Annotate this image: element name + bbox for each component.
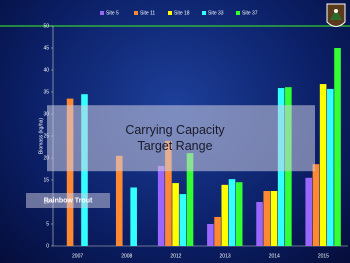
- bar: [179, 194, 187, 246]
- legend-label: Site 18: [174, 10, 190, 16]
- legend-label: Site 11: [140, 10, 155, 16]
- x-tick-label: 2014: [269, 253, 280, 259]
- bar: [305, 177, 313, 246]
- x-tick-label: 2013: [220, 253, 231, 259]
- x-tick-label: 2012: [170, 253, 181, 259]
- bar: [115, 155, 123, 246]
- target-band: [47, 105, 315, 172]
- y-tick-label: 0: [46, 243, 49, 249]
- legend-label: Site 37: [242, 10, 258, 16]
- y-tick-label: 5: [46, 221, 49, 227]
- annotation-box: [26, 193, 110, 208]
- bar: [235, 182, 243, 246]
- bar: [312, 164, 320, 246]
- bar: [157, 165, 165, 246]
- bar: [228, 179, 236, 246]
- legend-swatch: [202, 11, 206, 15]
- legend-swatch: [236, 11, 240, 15]
- bar: [172, 183, 179, 246]
- y-tick-label: 25: [43, 133, 49, 139]
- bar: [327, 88, 334, 246]
- legend-label: Site 33: [208, 10, 224, 16]
- logo: [326, 3, 346, 27]
- y-axis-title: Biomass (kg/ha): [38, 118, 44, 154]
- bar: [130, 187, 137, 246]
- y-tick-label: 35: [43, 89, 49, 95]
- bar: [334, 48, 341, 246]
- legend-swatch: [168, 11, 172, 15]
- legend-swatch: [134, 11, 138, 15]
- bar: [165, 140, 172, 246]
- bar: [214, 216, 221, 246]
- x-tick-label: 2007: [72, 253, 83, 259]
- bar: [270, 191, 278, 246]
- bar: [319, 84, 327, 246]
- target-band-label: Carrying Capacity Target Range: [125, 123, 225, 154]
- bar: [221, 184, 229, 246]
- bar: [256, 202, 263, 246]
- x-tick-label: 2015: [318, 253, 329, 259]
- legend-label: Site 5: [106, 10, 119, 16]
- y-tick-label: 50: [43, 23, 49, 29]
- bar: [207, 224, 214, 246]
- x-tick-label: 2008: [121, 253, 132, 259]
- y-tick-label: 30: [43, 111, 49, 117]
- bar: [66, 98, 74, 246]
- bar: [186, 153, 194, 246]
- legend-swatch: [100, 11, 104, 15]
- annotation: Rainbow Trout: [44, 197, 93, 204]
- bar: [263, 191, 271, 246]
- y-tick-label: 20: [43, 155, 49, 161]
- y-tick-label: 45: [43, 45, 49, 51]
- y-tick-label: 15: [43, 177, 49, 183]
- y-tick-label: 40: [43, 67, 49, 73]
